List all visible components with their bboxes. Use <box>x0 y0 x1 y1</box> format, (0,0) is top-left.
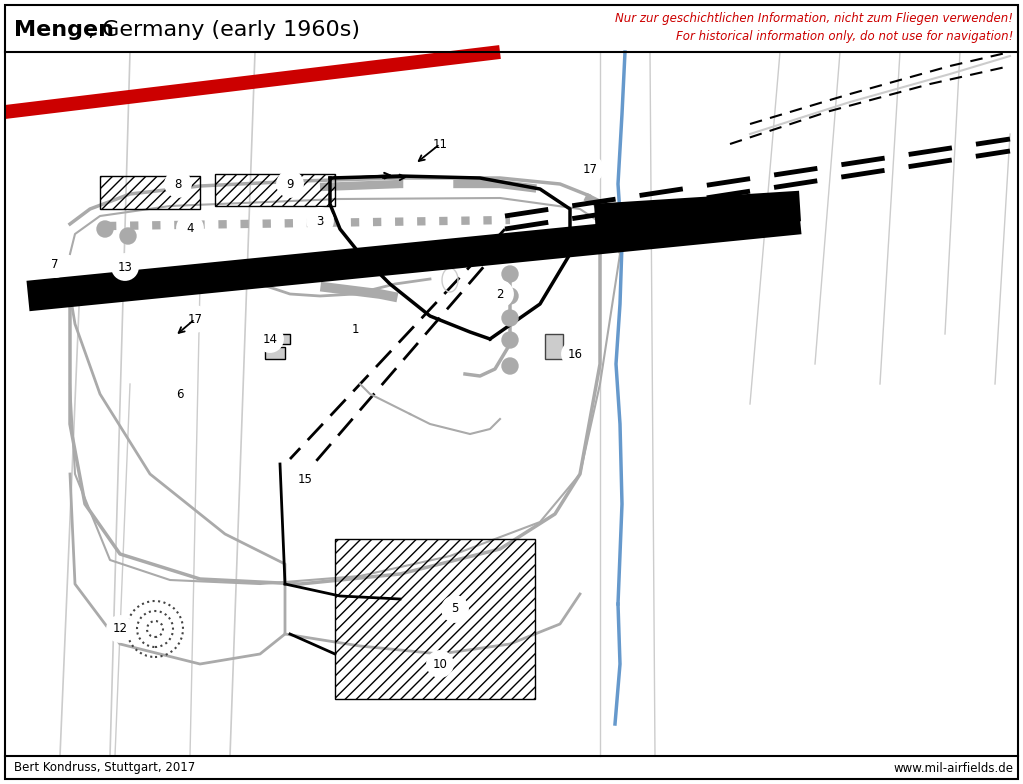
Text: 17: 17 <box>582 162 597 176</box>
Circle shape <box>562 341 588 367</box>
Text: 14: 14 <box>263 332 277 346</box>
Text: 16: 16 <box>568 347 582 361</box>
Text: Mengen: Mengen <box>14 20 114 40</box>
Text: 12: 12 <box>113 622 128 636</box>
Text: www.mil-airfields.de: www.mil-airfields.de <box>893 761 1013 775</box>
Circle shape <box>502 358 518 374</box>
Circle shape <box>307 208 333 234</box>
Text: 7: 7 <box>51 257 58 270</box>
Circle shape <box>487 281 513 307</box>
Text: , Germany (early 1960s): , Germany (early 1960s) <box>88 20 360 40</box>
Circle shape <box>427 651 453 677</box>
Circle shape <box>42 251 68 277</box>
Text: 3: 3 <box>316 215 323 227</box>
Circle shape <box>97 221 113 237</box>
Circle shape <box>502 310 518 326</box>
Circle shape <box>107 616 133 642</box>
Bar <box>545 334 563 359</box>
Circle shape <box>165 171 191 197</box>
Circle shape <box>292 466 318 492</box>
Circle shape <box>112 254 138 280</box>
Circle shape <box>442 596 468 622</box>
Text: 17: 17 <box>187 313 203 325</box>
Circle shape <box>182 306 208 332</box>
Text: 11: 11 <box>433 137 447 151</box>
Text: 1: 1 <box>351 322 359 336</box>
Text: 4: 4 <box>186 222 193 234</box>
Text: 2: 2 <box>496 288 503 300</box>
Text: 13: 13 <box>118 260 132 274</box>
Text: For historical information only, do not use for navigation!: For historical information only, do not … <box>675 30 1013 42</box>
Circle shape <box>167 381 193 407</box>
Circle shape <box>502 332 518 348</box>
Text: 5: 5 <box>451 602 458 615</box>
Text: Bert Kondruss, Stuttgart, 2017: Bert Kondruss, Stuttgart, 2017 <box>14 761 195 775</box>
Text: 15: 15 <box>298 473 312 485</box>
Text: 9: 9 <box>286 177 294 191</box>
Circle shape <box>177 215 203 241</box>
Bar <box>265 347 285 359</box>
Circle shape <box>120 228 136 244</box>
Text: Nur zur geschichtlichen Information, nicht zum Fliegen verwenden!: Nur zur geschichtlichen Information, nic… <box>615 12 1013 24</box>
Circle shape <box>502 266 518 282</box>
Circle shape <box>257 326 283 352</box>
Circle shape <box>427 131 453 157</box>
Circle shape <box>502 288 518 304</box>
Text: 6: 6 <box>176 387 184 401</box>
Bar <box>265 334 290 344</box>
Text: 8: 8 <box>174 177 182 191</box>
Circle shape <box>577 156 603 182</box>
Circle shape <box>342 316 368 342</box>
Text: 10: 10 <box>433 658 447 670</box>
Circle shape <box>277 171 303 197</box>
